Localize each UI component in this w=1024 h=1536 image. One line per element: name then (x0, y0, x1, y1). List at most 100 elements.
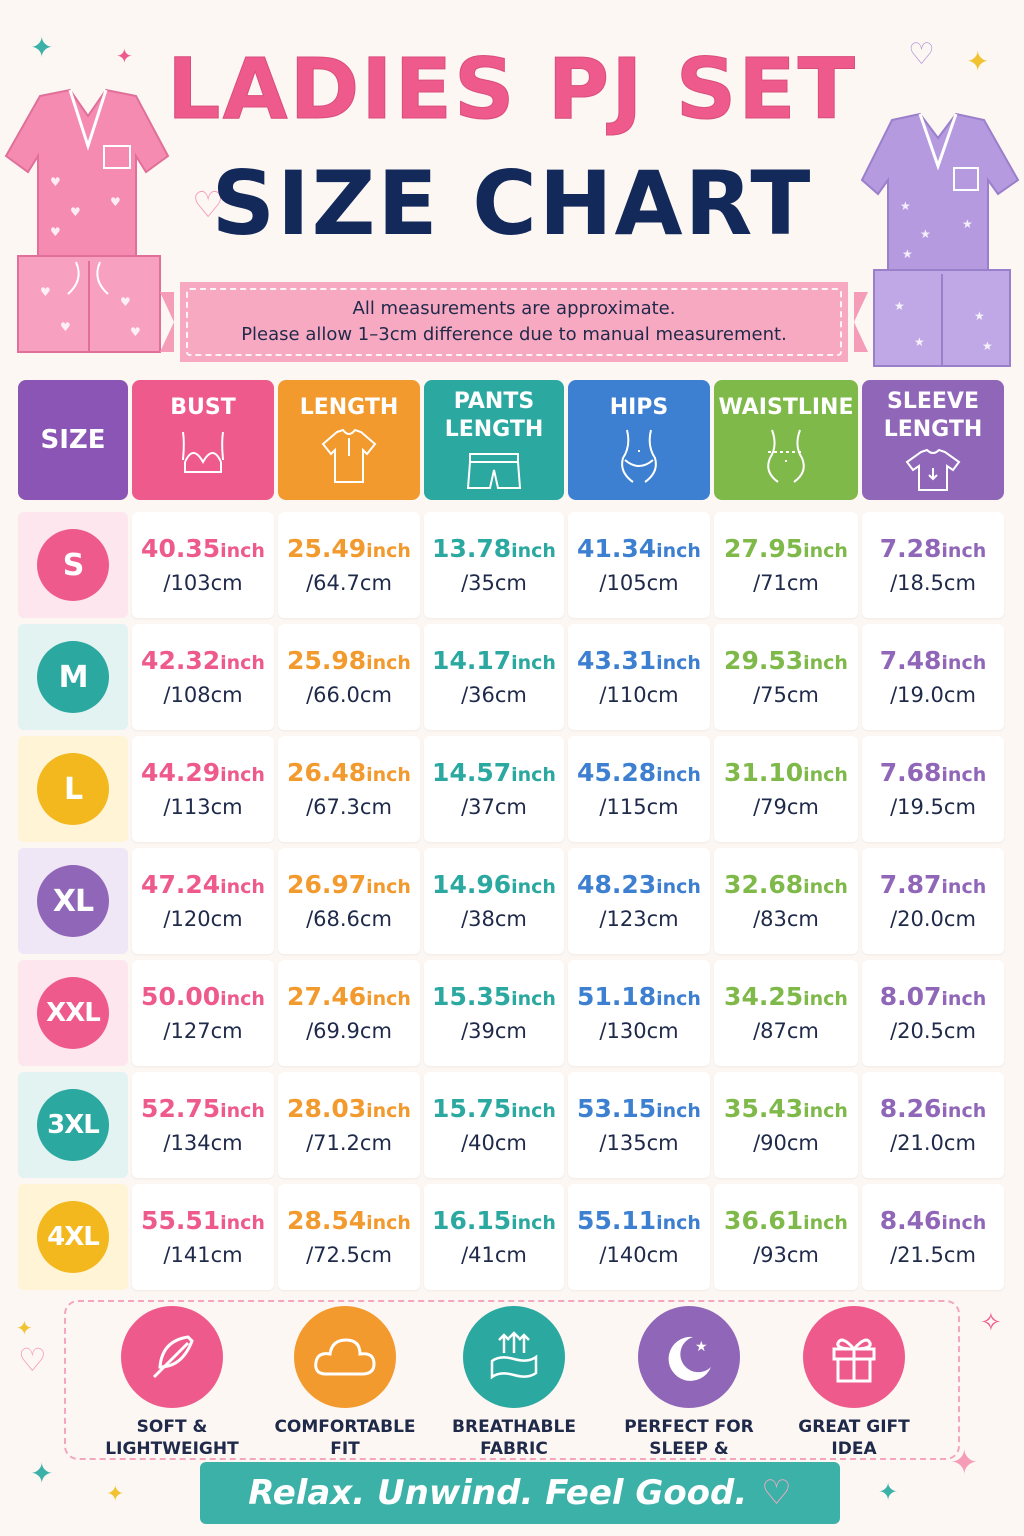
inch-number: 14.17 (432, 646, 512, 675)
cm-value: /113cm (163, 795, 243, 819)
inch-value: 13.78inch (432, 532, 556, 568)
feature-breathable-fabric: Breathable Fabric (434, 1306, 594, 1460)
cm-value: /66.0cm (306, 683, 392, 707)
inch-number: 53.15 (577, 1094, 657, 1123)
inch-value: 51.18inch (577, 980, 701, 1016)
inch-value: 14.57inch (432, 756, 556, 792)
cm-value: /75cm (753, 683, 819, 707)
inch-number: 14.96 (432, 870, 512, 899)
inch-unit: inch (941, 652, 987, 674)
inch-unit: inch (511, 876, 556, 898)
inch-number: 7.68 (879, 758, 942, 787)
inch-unit: inch (656, 764, 701, 786)
inch-value: 42.32inch (141, 644, 265, 680)
inch-unit: inch (366, 876, 411, 898)
measurement-cell: 35.43inch/90cm (714, 1072, 858, 1178)
cm-value: /127cm (163, 1019, 243, 1043)
feather-icon (121, 1306, 223, 1408)
inch-value: 25.98inch (287, 644, 411, 680)
inch-value: 28.54inch (287, 1204, 411, 1240)
size-badge: L (37, 753, 109, 825)
inch-value: 45.28inch (577, 756, 701, 792)
cm-value: /90cm (753, 1131, 819, 1155)
inch-unit: inch (511, 1212, 556, 1234)
inch-number: 7.28 (879, 534, 942, 563)
inch-unit: inch (366, 540, 411, 562)
cm-value: /39cm (461, 1019, 527, 1043)
inch-value: 8.46inch (880, 1204, 987, 1240)
measurement-cell: 15.75inch/40cm (424, 1072, 564, 1178)
inch-number: 25.98 (287, 646, 367, 675)
heart-icon: ♡ (761, 1473, 792, 1513)
waist-icon (767, 429, 805, 483)
inch-unit: inch (366, 1100, 411, 1122)
inch-number: 26.48 (287, 758, 367, 787)
inch-number: 7.48 (879, 646, 942, 675)
cm-value: /41cm (461, 1243, 527, 1267)
cm-value: /64.7cm (306, 571, 392, 595)
size-label-cell: S (18, 512, 128, 618)
inch-number: 28.03 (287, 1094, 367, 1123)
inch-value: 55.51inch (141, 1204, 265, 1240)
measurement-cell: 51.18inch/130cm (568, 960, 710, 1066)
svg-text:★: ★ (982, 339, 993, 353)
hips-icon (621, 429, 657, 483)
inch-number: 51.18 (577, 982, 657, 1011)
disclaimer-banner: All measurements are approximate. Please… (160, 282, 868, 362)
inch-unit: inch (511, 764, 556, 786)
svg-text:★: ★ (695, 1339, 708, 1355)
svg-text:★: ★ (902, 247, 913, 261)
measurement-cell: 7.28inch/18.5cm (862, 512, 1004, 618)
measurement-cell: 50.00inch/127cm (132, 960, 274, 1066)
inch-value: 41.34inch (577, 532, 701, 568)
measurement-cell: 8.46inch/21.5cm (862, 1184, 1004, 1290)
measurement-cell: 7.87inch/20.0cm (862, 848, 1004, 954)
size-label-cell: XL (18, 848, 128, 954)
inch-unit: inch (220, 540, 265, 562)
inch-unit: inch (803, 876, 848, 898)
inch-value: 34.25inch (724, 980, 848, 1016)
sparkle-icon: ✦ (966, 45, 990, 78)
inch-unit: inch (656, 876, 701, 898)
inch-unit: inch (220, 764, 265, 786)
inch-number: 55.51 (141, 1206, 221, 1235)
cm-value: /71.2cm (306, 1131, 392, 1155)
inch-unit: inch (941, 764, 987, 786)
inch-unit: inch (220, 988, 265, 1010)
inch-number: 42.32 (141, 646, 221, 675)
inch-number: 7.87 (879, 870, 942, 899)
inch-number: 25.49 (287, 534, 367, 563)
cm-value: /20.5cm (890, 1019, 976, 1043)
inch-value: 28.03inch (287, 1092, 411, 1128)
measurement-cell: 25.49inch/64.7cm (278, 512, 420, 618)
cm-value: /135cm (599, 1131, 679, 1155)
heart-icon: ♡ (908, 37, 935, 72)
cm-value: /40cm (461, 1131, 527, 1155)
size-badge: 3XL (37, 1089, 109, 1161)
inch-value: 29.53inch (724, 644, 848, 680)
measurement-cell: 48.23inch/123cm (568, 848, 710, 954)
svg-text:♥: ♥ (60, 320, 71, 334)
inch-unit: inch (803, 540, 848, 562)
inch-unit: inch (803, 988, 848, 1010)
inch-value: 26.97inch (287, 868, 411, 904)
cm-value: /21.5cm (890, 1243, 976, 1267)
inch-unit: inch (941, 1100, 987, 1122)
svg-text:♥: ♥ (110, 195, 121, 209)
disclaimer-line-2: Please allow 1–3cm difference due to man… (241, 324, 787, 345)
inch-unit: inch (366, 1212, 411, 1234)
cm-value: /19.5cm (890, 795, 976, 819)
inch-value: 15.75inch (432, 1092, 556, 1128)
bra-icon (182, 431, 224, 473)
inch-value: 14.96inch (432, 868, 556, 904)
inch-number: 27.46 (287, 982, 367, 1011)
inch-unit: inch (511, 988, 556, 1010)
svg-text:★: ★ (900, 199, 911, 213)
measurement-cell: 34.25inch/87cm (714, 960, 858, 1066)
header-sleeve-length: Sleeve Length (862, 380, 1004, 500)
feature-soft-lightweight: Soft & Lightweight (92, 1306, 252, 1460)
inch-number: 52.75 (141, 1094, 221, 1123)
cm-value: /71cm (753, 571, 819, 595)
inch-unit: inch (803, 1212, 848, 1234)
